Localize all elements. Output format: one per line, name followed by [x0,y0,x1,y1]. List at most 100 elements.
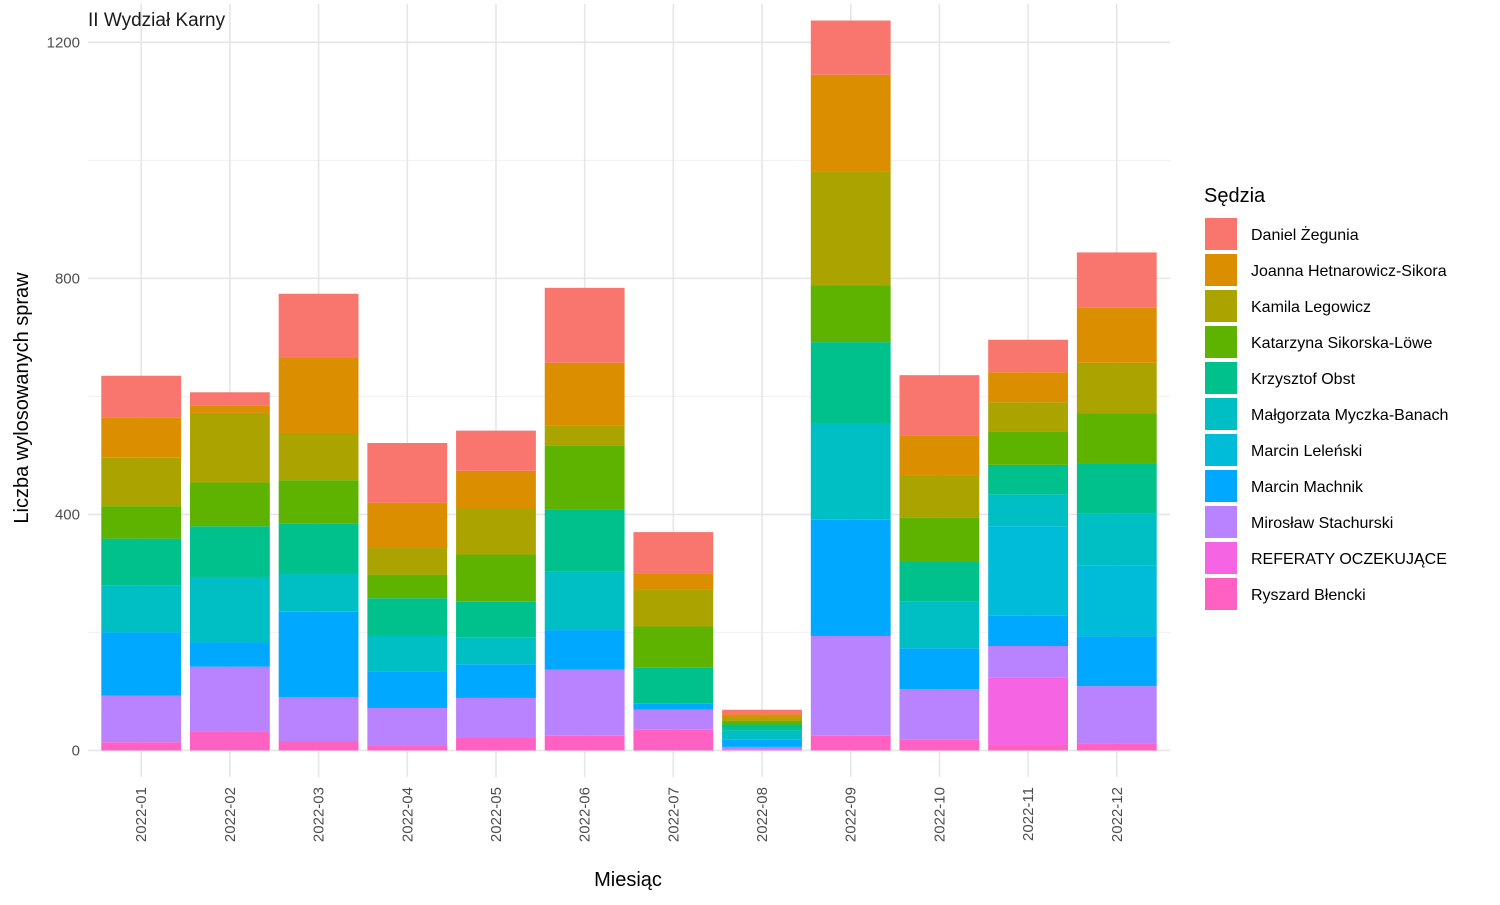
legend-label: Krzysztof Obst [1251,371,1356,388]
bar-segment [722,724,802,731]
bar-segment [633,589,714,627]
bar-segment [810,285,891,343]
bar-segment [988,615,1069,647]
axis-layer: II Wydział Karny Miesiąc Liczba wylosowa… [11,10,1126,891]
bar-segment [101,632,182,696]
bar-segment [1076,686,1157,744]
bar-segment [899,648,980,690]
bar-segment [1076,307,1157,363]
bar-segment [367,443,448,503]
bar-segment [1076,252,1157,308]
bar-segment [456,737,536,751]
bar-segment [722,746,802,750]
bar-segment [810,635,891,736]
bar-segment [278,293,359,358]
legend-label: Daniel Żegunia [1251,225,1359,244]
x-tick-label: 2022-01 [133,787,150,842]
bar-segment [456,637,536,665]
bar-segment [101,742,182,751]
bar-segment [810,519,891,636]
legend-key [1205,506,1237,538]
bar-segment [456,470,536,509]
legend-title: Sędzia [1204,185,1266,207]
bar-segment [101,506,182,539]
legend-key [1205,218,1237,250]
bar-segment [278,574,359,612]
x-tick-label: 2022-03 [311,787,328,842]
legend-key [1205,542,1237,574]
legend-label: Ryszard Błencki [1251,587,1366,604]
x-tick-label: 2022-05 [488,787,505,842]
chart-title: II Wydział Karny [88,10,226,31]
bar-segment [544,445,625,510]
bar-segment [722,739,802,747]
bar-segment [544,669,625,736]
bar-segment [810,74,891,172]
bar-segment [722,714,802,718]
bar-segment [810,423,891,520]
x-axis-title: Miesiąc [594,869,662,891]
bar-segment [456,508,536,555]
bar-segment [722,749,802,751]
legend-label: Joanna Hetnarowicz-Sikora [1251,263,1447,280]
bar-segment [810,20,891,75]
legend: Sędzia Daniel Żegunia Joanna Hetnarowicz-… [1204,185,1448,610]
legend-label: Marcin Leleński [1251,443,1362,460]
bar-segment [722,730,802,740]
legend-key [1205,362,1237,394]
bar-segment [899,375,980,436]
legend-label: Małgorzata Myczka-Banach [1251,407,1448,424]
y-tick-label: 400 [55,506,80,523]
x-tick-label: 2022-04 [399,787,416,842]
bar-segment [988,646,1069,678]
bar-segment [1076,362,1157,414]
legend-label: Marcin Machnik [1251,479,1364,496]
bar-segment [633,532,714,574]
y-tick-label: 0 [72,742,80,759]
x-tick-label: 2022-08 [754,787,771,842]
bar-segment [189,666,270,732]
bar-segment [810,735,891,751]
bar-segment [367,635,448,672]
bar-segment [456,554,536,602]
bar-segment [189,482,270,527]
bar-segment [189,412,270,483]
bar-segment [1076,463,1157,514]
y-axis-title: Liczba wylosowanych spraw [11,272,33,524]
bar-segment [633,573,714,590]
bar-segment [278,480,359,524]
bar-segment [367,671,448,708]
bar-segment [633,709,714,730]
legend-label: REFERATY OCZEKUJĄCE [1251,551,1447,568]
bar-segment [633,703,714,710]
bar-segment [899,739,980,751]
bars-layer [101,20,1157,751]
bar-segment [544,509,625,572]
bar-segment [544,362,625,426]
bar-segment [189,405,270,413]
bar-segment [189,642,270,667]
bar-segment [278,432,359,481]
bar-segment [101,538,182,586]
legend-key [1205,398,1237,430]
x-tick-label: 2022-06 [577,787,594,842]
bar-segment [988,677,1069,745]
bar-segment [988,494,1069,527]
bar-segment [899,689,980,740]
bar-segment [544,630,625,670]
bar-segment [101,695,182,743]
bar-segment [101,375,182,418]
bar-segment [633,667,714,704]
x-tick-label: 2022-10 [931,787,948,842]
bar-segment [1076,513,1157,566]
legend-label: Katarzyna Sikorska-Löwe [1251,335,1433,352]
bar-segment [278,611,359,698]
bar-segment [278,741,359,751]
bar-segment [456,664,536,698]
bar-segment [810,342,891,424]
bar-segment [988,744,1069,751]
legend-label: Mirosław Stachurski [1251,515,1393,532]
bar-segment [367,502,448,549]
